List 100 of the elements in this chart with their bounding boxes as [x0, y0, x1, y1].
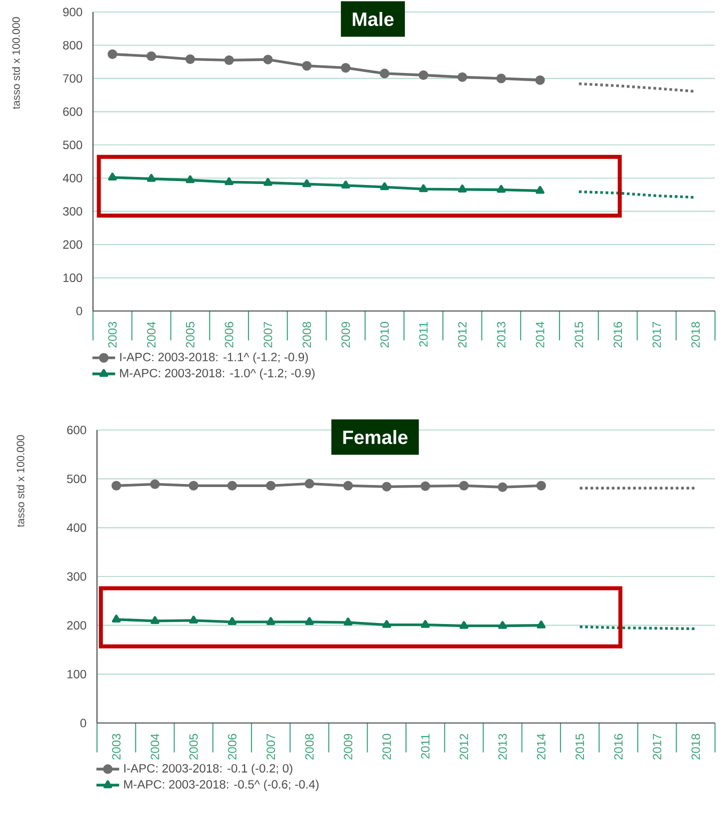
point — [535, 75, 545, 85]
point — [536, 480, 546, 490]
point — [418, 70, 428, 80]
point — [189, 616, 198, 624]
x-tick-label: 2012 — [458, 322, 467, 348]
point — [263, 54, 273, 64]
point — [305, 617, 314, 625]
point — [536, 620, 546, 628]
y-tick-label: 400 — [66, 523, 86, 532]
y-tick-label: 700 — [63, 74, 82, 83]
x-tick-label: 2016 — [614, 734, 623, 760]
point — [458, 72, 468, 82]
point — [536, 186, 544, 194]
point — [146, 51, 156, 61]
point — [304, 478, 314, 489]
point — [496, 74, 506, 84]
x-tick-label: 2003 — [108, 322, 117, 348]
x-tick-label: 2018 — [691, 322, 700, 348]
y-tick-label: 0 — [76, 306, 82, 316]
point — [380, 182, 389, 190]
point — [112, 614, 121, 623]
x-tick-label: 2004 — [150, 734, 160, 760]
y-axis-title: tasso std x 100.000 — [12, 17, 20, 110]
point — [112, 480, 122, 490]
point — [498, 621, 507, 629]
y-tick-label: 100 — [67, 670, 86, 678]
x-tick-label: 2012 — [460, 734, 468, 760]
x-tick-label: 2011 — [419, 322, 428, 347]
x-tick-label: 2014 — [536, 322, 544, 348]
point — [496, 184, 506, 193]
y-tick-label: 900 — [63, 8, 82, 16]
y-tick-label: 500 — [67, 474, 86, 484]
point — [224, 55, 234, 65]
y-tick-label: 200 — [67, 621, 86, 630]
y-tick-label: 600 — [67, 426, 86, 434]
point — [264, 178, 272, 186]
y-tick-label: 600 — [63, 107, 82, 116]
x-tick-label: 2017 — [652, 322, 661, 348]
y-axis-title: tasso std x 100.000 — [16, 435, 24, 528]
y-tick-label: 300 — [63, 207, 82, 216]
x-tick-label: 2013 — [496, 322, 506, 348]
point — [420, 481, 430, 491]
x-tick-label: 2007 — [266, 734, 276, 760]
x-tick-label: 2003 — [112, 734, 121, 760]
point — [382, 482, 392, 492]
x-tick-label: 2006 — [224, 322, 234, 348]
y-tick-label: 300 — [67, 572, 86, 581]
x-tick-label: 2009 — [344, 734, 352, 760]
y-tick-label: 500 — [63, 140, 82, 150]
point — [150, 616, 160, 624]
point — [302, 179, 312, 188]
point — [188, 480, 198, 490]
point — [150, 479, 160, 490]
x-tick-label: 2010 — [382, 734, 391, 760]
x-tick-label: 2008 — [302, 322, 312, 348]
x-tick-label: 2005 — [186, 322, 194, 348]
x-tick-label: 2015 — [574, 322, 584, 348]
y-tick-label: 800 — [63, 40, 82, 50]
point — [108, 172, 117, 181]
y-tick-label: 200 — [63, 240, 82, 249]
x-tick-label: 2011 — [421, 734, 430, 759]
x-tick-label: 2005 — [189, 734, 198, 760]
point — [459, 480, 469, 490]
point — [185, 54, 195, 64]
point — [419, 184, 428, 192]
point — [227, 480, 237, 490]
x-tick-label: 2016 — [614, 322, 622, 348]
chart-title: Female — [343, 430, 408, 444]
chart-title: Male — [352, 12, 394, 26]
point — [344, 618, 352, 626]
point — [186, 175, 195, 184]
x-tick-label: 2004 — [147, 322, 156, 348]
point — [498, 482, 508, 492]
x-tick-label: 2006 — [228, 734, 236, 760]
y-tick-label: 0 — [80, 718, 86, 728]
point — [343, 480, 353, 490]
legend-label: M-APC: 2003-2018: -1.0^ (-1.2; -0.9) — [120, 368, 315, 380]
point — [266, 480, 276, 490]
y-tick-label: 400 — [62, 174, 82, 182]
x-tick-label: 2018 — [691, 734, 700, 760]
legend-label: I-APC: 2003-2018: -0.1 (-0.2; 0) — [124, 764, 292, 775]
point — [458, 184, 467, 192]
point — [380, 68, 390, 78]
point — [146, 174, 156, 182]
point — [340, 63, 350, 73]
y-tick-label: 100 — [63, 274, 82, 282]
x-tick-label: 2009 — [341, 322, 350, 348]
point — [460, 621, 468, 629]
x-tick-label: 2010 — [380, 322, 389, 348]
legend-label: M-APC: 2003-2018: -0.5^ (-0.6; -0.4) — [124, 780, 319, 791]
point — [108, 49, 118, 60]
point — [420, 620, 430, 628]
legend-label: I-APC: 2003-2018: -1.1^ (-1.2; -0.9) — [120, 352, 308, 364]
point — [228, 617, 237, 625]
x-tick-label: 2014 — [536, 734, 546, 760]
x-tick-label: 2007 — [264, 322, 272, 348]
point — [382, 620, 392, 628]
point — [266, 617, 276, 625]
x-tick-label: 2008 — [305, 734, 314, 760]
x-tick-label: 2013 — [498, 734, 507, 760]
